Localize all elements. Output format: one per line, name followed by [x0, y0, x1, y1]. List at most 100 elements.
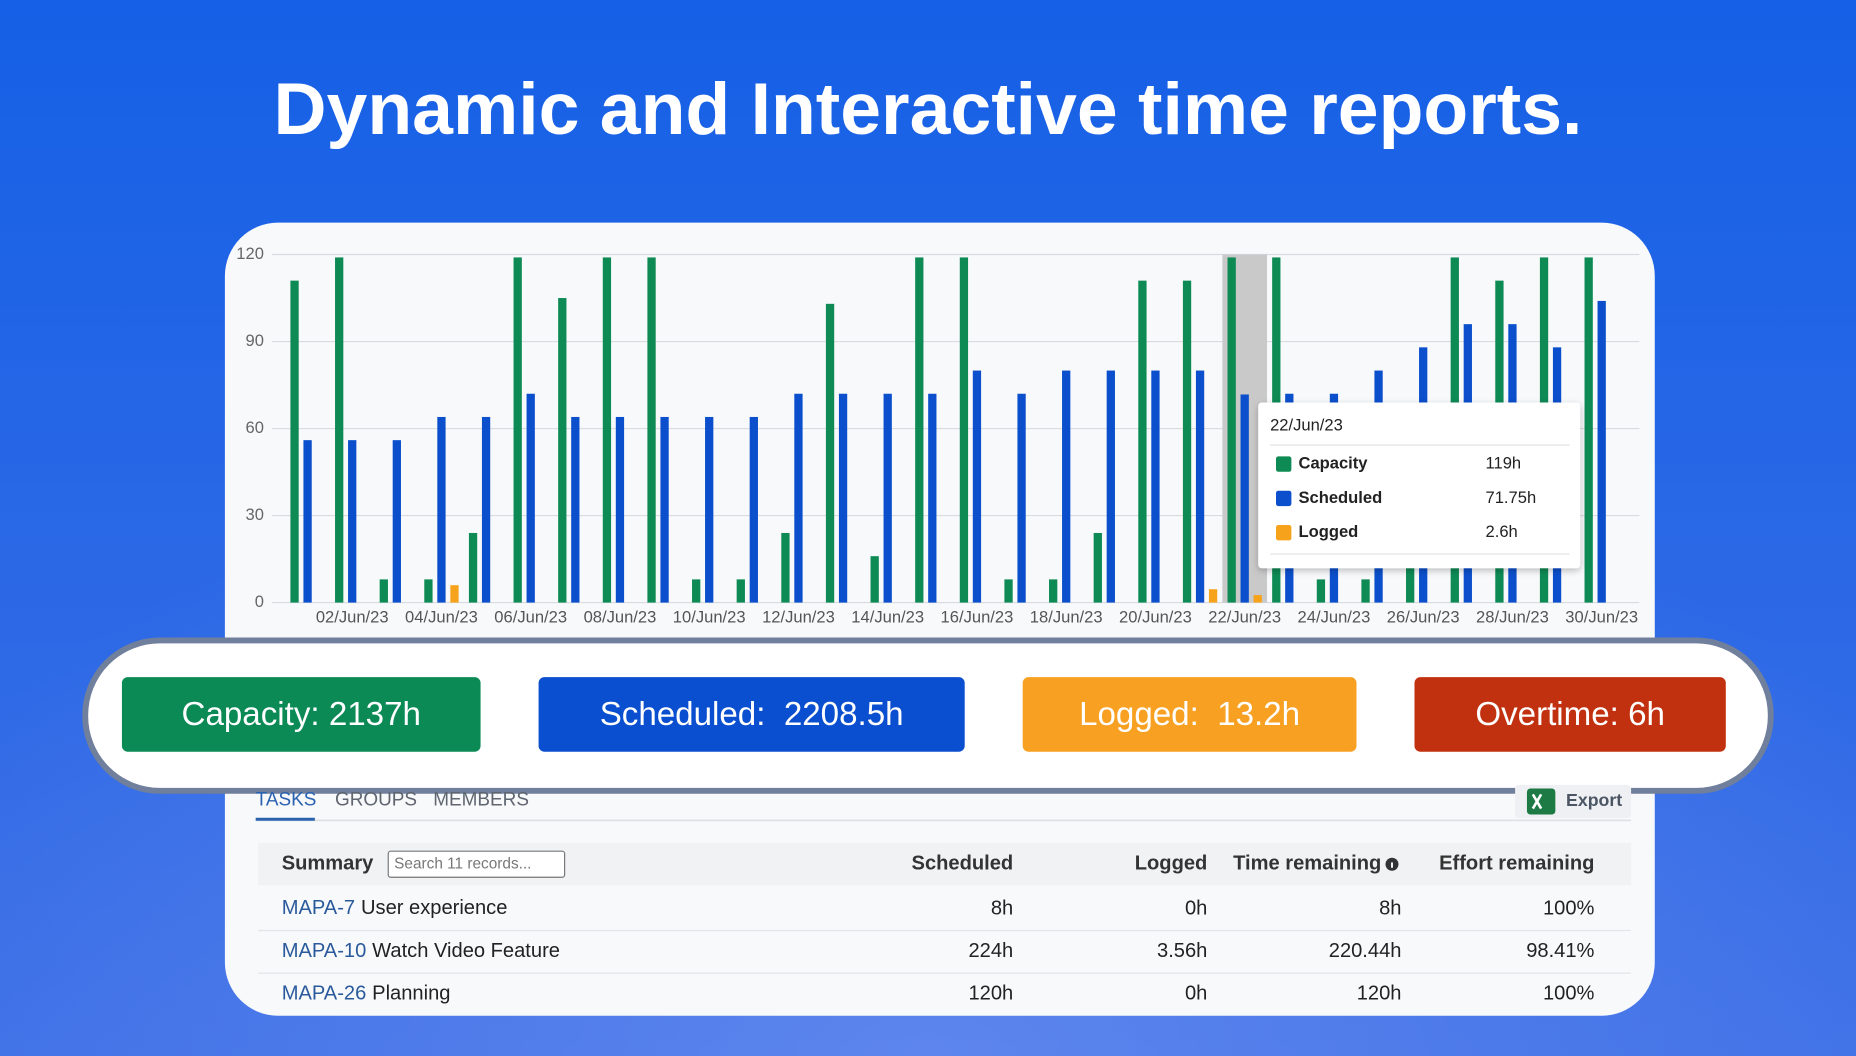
tooltip-series-name: Scheduled	[1298, 488, 1382, 507]
tab[interactable]: MEMBERS	[433, 789, 529, 810]
bar	[468, 532, 478, 603]
bar	[1004, 579, 1013, 603]
bar	[1195, 370, 1205, 603]
table-cell: 3.56h	[1157, 940, 1207, 962]
bar	[526, 393, 535, 603]
bar	[290, 280, 299, 603]
x-tick-label: 08/Jun/23	[584, 607, 657, 626]
search-placeholder[interactable]: Search 11 records...	[394, 855, 531, 872]
bar	[794, 393, 803, 603]
task-name: Planning	[372, 983, 450, 1005]
bar	[481, 416, 491, 603]
task-key[interactable]: MAPA-7	[282, 898, 355, 920]
summary-bar: Capacity: 2137h Scheduled: 2208.5h Logged:…	[82, 637, 1774, 794]
bar	[883, 393, 892, 603]
table-cell: 100%	[1543, 898, 1595, 920]
bar	[392, 440, 401, 603]
bar	[1182, 280, 1192, 603]
tab[interactable]: TASKS	[256, 789, 317, 810]
x-tick-label: 18/Jun/23	[1030, 607, 1103, 626]
summary-card-label: Overtime: 6h	[1475, 696, 1665, 733]
tooltip-value: 119h	[1486, 453, 1522, 472]
bar	[705, 416, 714, 603]
tooltip-series-name: Capacity	[1298, 453, 1368, 472]
bar	[513, 257, 522, 603]
table-cell: 120h	[968, 983, 1013, 1005]
bar	[303, 440, 312, 603]
tooltip-swatch	[1276, 490, 1292, 507]
table-cell: 8h	[1379, 898, 1401, 920]
bar	[915, 257, 924, 603]
bar	[602, 257, 612, 603]
bar	[1208, 589, 1218, 603]
column-header: Summary	[282, 853, 374, 875]
search-input[interactable]	[387, 850, 566, 878]
task-key[interactable]: MAPA-10	[282, 940, 367, 962]
column-header: Effort remaining	[1439, 853, 1594, 875]
summary-card-label: Scheduled: 2208.5h	[600, 696, 904, 733]
excel-icon-mark	[1531, 793, 1543, 810]
bar	[1151, 370, 1160, 603]
bar	[450, 585, 459, 603]
bar	[838, 393, 848, 603]
bar	[692, 579, 701, 603]
x-tick-label: 28/Jun/23	[1476, 607, 1549, 626]
y-tick-label: 0	[255, 592, 264, 611]
tab[interactable]: GROUPS	[335, 789, 417, 810]
bar	[1227, 257, 1236, 603]
column-header: Scheduled	[912, 853, 1014, 875]
bar	[1093, 532, 1102, 603]
x-tick-label: 02/Jun/23	[316, 607, 389, 626]
bar	[615, 416, 625, 603]
export-label[interactable]: Export	[1566, 790, 1622, 810]
task-summary: MAPA-7 User experience	[282, 898, 508, 920]
tooltip-swatch	[1276, 525, 1292, 541]
x-tick-label: 20/Jun/23	[1119, 607, 1192, 626]
tooltip-series-name: Logged	[1298, 522, 1358, 541]
bar	[335, 257, 344, 603]
table-cell: 120h	[1357, 983, 1402, 1005]
task-name: User experience	[361, 898, 507, 920]
x-tick-label: 22/Jun/23	[1208, 607, 1281, 626]
bar	[736, 579, 745, 603]
bar	[972, 370, 982, 603]
summary-card	[1414, 677, 1726, 752]
table-cell: 8h	[991, 898, 1013, 920]
column-header: Time remaining	[1233, 853, 1381, 875]
tooltip-value: 71.75h	[1486, 488, 1537, 507]
bar	[870, 556, 879, 603]
column-header: Logged	[1135, 853, 1208, 875]
bar	[647, 257, 656, 603]
summary-card-label: Capacity: 2137h	[182, 696, 421, 733]
tooltip-box	[1258, 402, 1581, 569]
bar	[1361, 579, 1370, 603]
summary-card	[121, 677, 481, 752]
tooltip-title: 22/Jun/23	[1270, 416, 1343, 435]
bar	[1240, 394, 1249, 603]
bar	[959, 257, 969, 603]
table-cell: 0h	[1185, 898, 1207, 920]
bar	[1049, 579, 1058, 603]
bar	[1597, 300, 1606, 603]
y-tick-label: 60	[246, 418, 264, 437]
summary-card-label: Logged: 13.2h	[1079, 696, 1300, 733]
bar	[928, 393, 937, 603]
bar	[825, 303, 835, 603]
task-key[interactable]: MAPA-26	[282, 983, 367, 1005]
bar	[558, 298, 567, 603]
x-tick-label: 26/Jun/23	[1387, 607, 1460, 626]
table-cell: 0h	[1185, 983, 1207, 1005]
x-tick-label: 24/Jun/23	[1298, 607, 1371, 626]
x-tick-label: 30/Jun/23	[1565, 607, 1638, 626]
bar	[781, 532, 790, 603]
bar	[1584, 257, 1593, 603]
y-tick-label: 90	[246, 331, 264, 350]
task-name: Watch Video Feature	[372, 940, 560, 962]
bar	[1106, 370, 1115, 603]
task-summary: MAPA-10 Watch Video Feature	[282, 940, 560, 962]
bar	[1138, 280, 1147, 603]
summary-card	[1022, 677, 1357, 752]
x-tick-label: 04/Jun/23	[405, 607, 478, 626]
